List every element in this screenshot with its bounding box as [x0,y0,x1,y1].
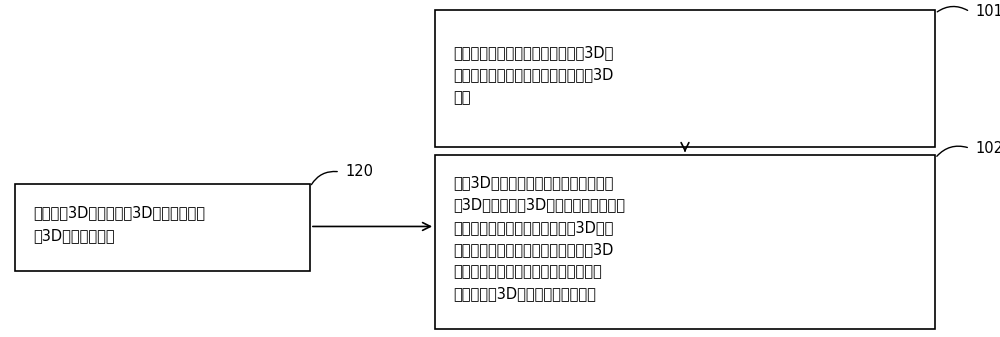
Bar [435,10,935,147]
Text: 102: 102 [975,141,1000,156]
Bar [435,155,935,329]
Bar [15,184,310,271]
Text: 120: 120 [345,164,373,179]
Text: 调用3D引擎的绘图指令，绘制三维数据
的3D左眼视图和3D右眼视图时，判断当
前绘制的像素区域是否对应所述3D右眼
图显示区，若是，则在像素区域绘制3D
右眼视: 调用3D引擎的绘图指令，绘制三维数据 的3D左眼视图和3D右眼视图时，判断当 前… [453,176,625,301]
Text: 将获取到的三维数据文件解析成与3D引
擎匹配的格式的三维数据，并传送给3D
引擎: 将获取到的三维数据文件解析成与3D引 擎匹配的格式的三维数据，并传送给3D 引擎 [453,45,613,105]
Text: 101: 101 [975,4,1000,19]
Text: 获取裸眼3D显示屏上的3D左眼图显示区
和3D右眼图显示区: 获取裸眼3D显示屏上的3D左眼图显示区 和3D右眼图显示区 [33,206,205,243]
